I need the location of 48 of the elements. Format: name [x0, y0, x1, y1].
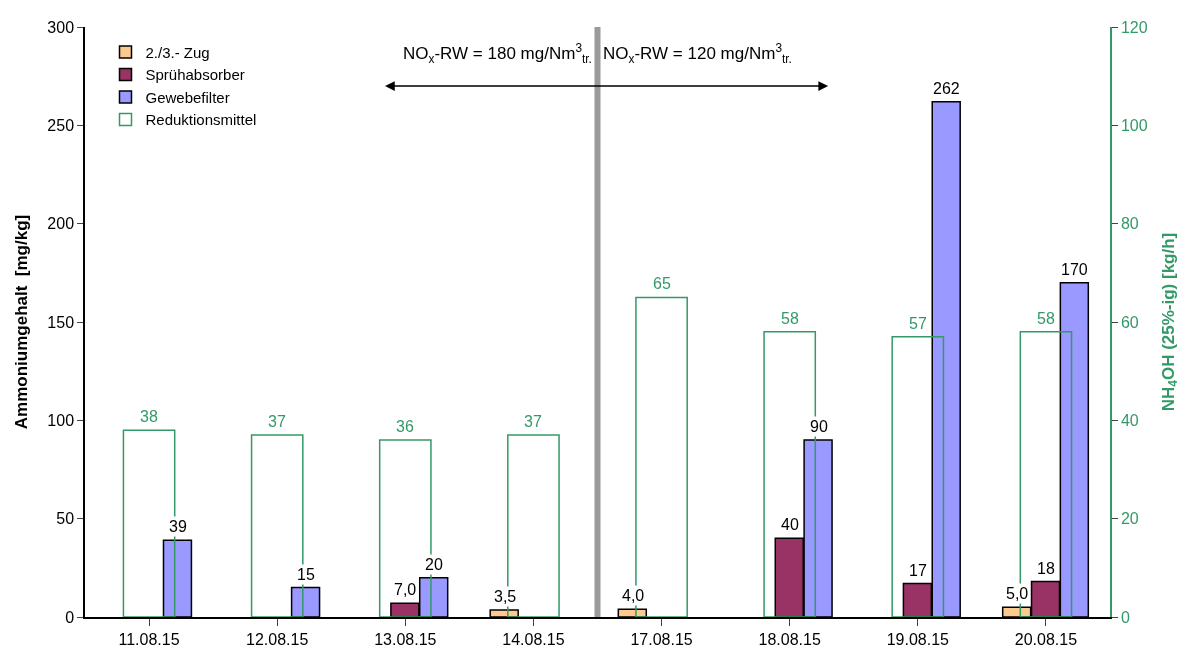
data-label: 5,0 — [1006, 585, 1029, 602]
data-label: 7,0 — [394, 581, 417, 598]
x-tick-label: 18.08.15 — [758, 630, 821, 648]
data-label: 36 — [396, 418, 414, 435]
y2-tick-label: 120 — [1120, 18, 1148, 36]
y2-tick-label: 100 — [1120, 116, 1148, 134]
legend-label: Reduktionsmittel — [145, 111, 257, 129]
data-label: 39 — [169, 518, 187, 535]
data-label: 38 — [140, 408, 158, 425]
x-tick-label: 19.08.15 — [886, 630, 950, 648]
data-label: 3,5 — [494, 588, 517, 605]
data-label: 4,0 — [622, 587, 645, 604]
y-tick-label: 50 — [56, 510, 75, 528]
y2-tick-label: 80 — [1120, 215, 1139, 233]
x-tick-label: 12.08.15 — [246, 630, 309, 648]
y-tick-label: 200 — [47, 215, 75, 233]
data-label: 37 — [524, 413, 542, 430]
y-tick-label: 250 — [47, 116, 75, 134]
legend-label: 2./3.- Zug — [145, 43, 210, 61]
y2-tick-label: 0 — [1120, 608, 1130, 626]
legend-label: Sprühabsorber — [145, 66, 245, 84]
data-label: 170 — [1061, 261, 1088, 278]
x-tick-label: 17.08.15 — [630, 630, 693, 648]
data-label: 262 — [933, 80, 960, 97]
y2-tick-label: 20 — [1120, 510, 1139, 528]
x-tick-label: 14.08.15 — [502, 630, 565, 648]
data-label: 40 — [781, 516, 799, 533]
data-label: 58 — [1037, 310, 1055, 327]
y2-tick-label: 60 — [1120, 313, 1139, 331]
y-tick-label: 100 — [47, 411, 75, 429]
data-label: 58 — [781, 310, 799, 327]
data-label: 15 — [297, 566, 315, 583]
y-tick-label: 150 — [47, 313, 75, 331]
data-label: 65 — [653, 275, 671, 292]
y-tick-label: 0 — [65, 608, 75, 626]
x-tick-label: 11.08.15 — [118, 630, 180, 648]
x-tick-label: 20.08.15 — [1014, 630, 1078, 648]
x-tick-label: 13.08.15 — [374, 630, 437, 648]
y2-tick-label: 40 — [1120, 411, 1139, 429]
data-label: 57 — [909, 315, 927, 332]
legend-label: Gewebefilter — [145, 88, 230, 106]
data-label: 18 — [1037, 560, 1055, 577]
y-tick-label: 300 — [47, 18, 75, 36]
data-label: 37 — [268, 413, 286, 430]
data-label: 20 — [425, 556, 443, 573]
data-label: 17 — [909, 562, 927, 579]
data-label: 90 — [810, 418, 828, 435]
y-axis-title: Ammoniumgehalt [mg/kg] — [12, 214, 32, 430]
